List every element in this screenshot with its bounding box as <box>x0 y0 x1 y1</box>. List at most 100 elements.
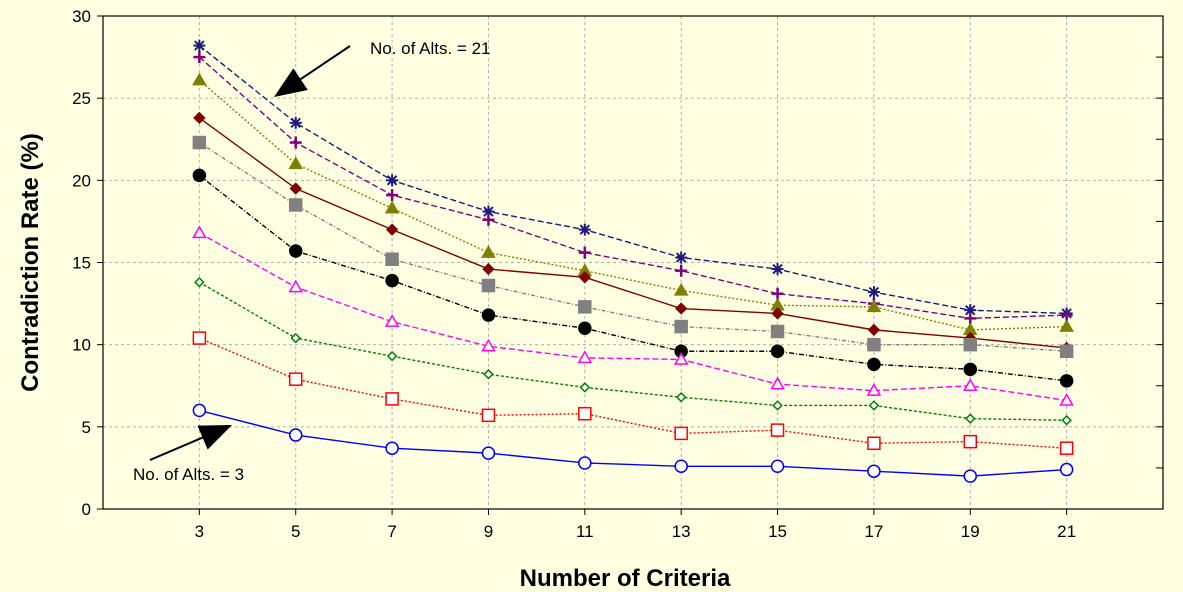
series-8-point-9 <box>1059 441 1074 455</box>
series-4-point-8 <box>963 337 978 352</box>
series-8-point-0 <box>192 331 207 345</box>
series-9-point-7 <box>867 464 881 478</box>
series-8-point-1 <box>288 372 303 386</box>
series-9 <box>192 403 1074 483</box>
series-1-point-0 <box>193 51 206 64</box>
series-8-point-2 <box>385 392 399 406</box>
series-9-point-8 <box>963 469 978 483</box>
series-line-7 <box>199 281 1067 421</box>
series-5-point-3 <box>481 308 496 322</box>
series-5-point-6 <box>770 344 785 358</box>
series-3-point-3 <box>482 262 495 276</box>
series-1 <box>193 51 1073 325</box>
series-6 <box>192 225 1074 406</box>
series-1-point-1 <box>289 136 302 149</box>
x-tick-label-4: 11 <box>576 522 594 541</box>
series-3-point-0 <box>193 111 206 125</box>
series-2-point-5 <box>673 282 689 296</box>
series-0-point-5 <box>675 251 688 264</box>
series-7-point-8 <box>965 413 976 424</box>
series-5 <box>192 168 1074 388</box>
series-5-point-7 <box>867 357 881 372</box>
series-1-point-3 <box>482 213 495 226</box>
series-line-2 <box>198 79 1067 331</box>
series-6-point-7 <box>866 383 882 396</box>
x-tick-label-0: 3 <box>195 522 204 541</box>
series-6-point-6 <box>770 376 785 390</box>
series-5-point-1 <box>288 244 303 258</box>
annotation-3-alts: No. of Alts. = 3 <box>133 465 244 484</box>
series-8-point-7 <box>867 436 881 451</box>
series-6-point-8 <box>962 378 978 391</box>
series-6-point-0 <box>192 225 207 239</box>
series-0-point-1 <box>289 116 302 129</box>
annotation-arrow-3 <box>149 425 232 461</box>
series-7-point-6 <box>772 400 783 411</box>
series-4 <box>192 135 1074 358</box>
series-2-point-0 <box>192 72 207 86</box>
series-4-point-0 <box>192 135 207 150</box>
series-4-point-7 <box>867 337 881 352</box>
grid <box>103 16 1163 509</box>
annotation-21-alts: No. of Alts. = 21 <box>370 39 491 58</box>
series-line-9 <box>199 409 1067 477</box>
series-7-point-0 <box>194 276 205 288</box>
series-8-point-5 <box>674 426 688 441</box>
series-6-point-1 <box>288 279 304 293</box>
series-0-point-2 <box>386 174 399 187</box>
y-tick-label-0: 0 <box>82 500 91 519</box>
series-7-point-3 <box>483 368 494 380</box>
x-tick-label-8: 19 <box>961 522 980 541</box>
arrow-1-shaft <box>149 436 203 461</box>
series-4-point-4 <box>578 300 592 314</box>
series-0-point-6 <box>771 263 784 276</box>
series-3-point-6 <box>771 307 784 320</box>
series-2-point-7 <box>866 299 882 313</box>
series-8 <box>192 331 1074 455</box>
series-9-point-3 <box>481 446 496 460</box>
series-6-point-5 <box>673 351 689 365</box>
series-0-point-7 <box>867 286 880 299</box>
series-9-point-6 <box>770 459 785 474</box>
series-5-point-2 <box>385 273 399 288</box>
series-2 <box>192 72 1074 336</box>
series-0-point-4 <box>578 223 591 236</box>
annotations: No. of Alts. = 21 No. of Alts. = 3 <box>133 39 491 484</box>
series-9-point-5 <box>674 459 688 474</box>
series-4-point-6 <box>770 324 785 339</box>
y-tick-label-4: 20 <box>72 171 91 190</box>
series-9-point-0 <box>192 403 207 418</box>
series-4-point-3 <box>481 278 496 293</box>
series-8-point-6 <box>770 423 785 437</box>
x-tick-label-2: 7 <box>387 522 396 541</box>
series-line-5 <box>198 174 1067 382</box>
series-7-point-4 <box>579 382 591 393</box>
series-3-point-2 <box>385 223 399 236</box>
series-7 <box>194 276 1072 426</box>
series-5-point-4 <box>578 321 592 335</box>
series-8-point-4 <box>578 406 592 421</box>
series-4-point-1 <box>288 198 303 212</box>
series-7-point-5 <box>675 391 687 403</box>
x-tick-label-9: 21 <box>1057 522 1076 541</box>
series-4-point-9 <box>1059 344 1074 358</box>
axis-ticks: 3 5 7 9 11 13 15 17 19 21 0 5 10 15 20 25 30 <box>72 7 1163 541</box>
y-axis-title: Contradiction Rate (%) <box>17 133 44 392</box>
series-3-point-1 <box>289 182 302 195</box>
series-layer <box>192 39 1074 483</box>
series-3 <box>193 111 1073 355</box>
arrow-0-shaft <box>300 45 351 80</box>
arrow-0-head <box>274 68 308 97</box>
y-tick-label-1: 5 <box>82 418 91 437</box>
series-3-point-7 <box>867 323 881 337</box>
series-7-point-7 <box>868 400 880 411</box>
series-6-point-2 <box>384 314 400 327</box>
series-1-point-2 <box>386 189 399 202</box>
x-tick-label-7: 17 <box>864 522 883 541</box>
series-2-point-2 <box>384 200 400 214</box>
series-6-point-9 <box>1059 393 1074 406</box>
x-axis-title: Number of Criteria <box>520 565 731 592</box>
y-tick-label-3: 15 <box>72 254 91 273</box>
